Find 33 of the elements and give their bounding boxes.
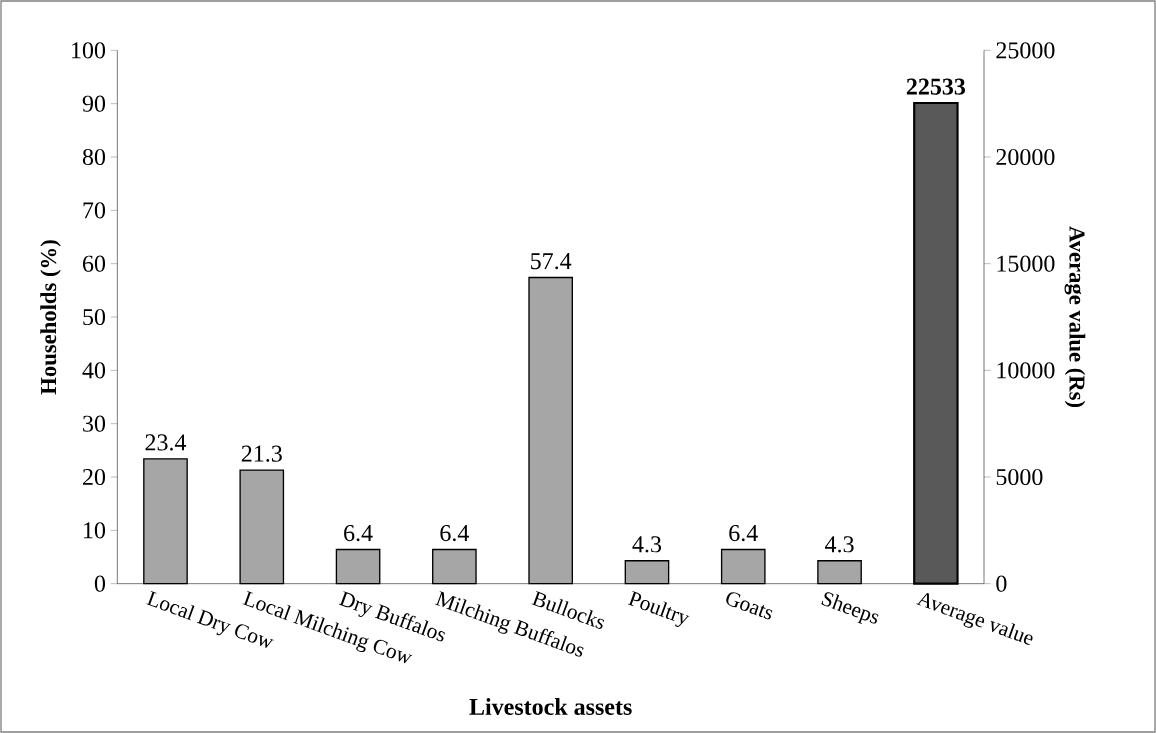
y-tick-label: 80	[82, 148, 106, 166]
y-tick-label: 0	[94, 575, 106, 592]
y2-tick-label: 25000	[996, 42, 1055, 59]
data-label: 21.3	[241, 445, 282, 462]
x-tick-label: Poultry	[627, 590, 690, 627]
x-axis-title: Livestock assets	[469, 698, 632, 715]
y-axis-title: Households (%)	[40, 240, 61, 395]
y-tick-label: 60	[82, 255, 106, 272]
y-tick-label: 70	[83, 202, 106, 219]
data-label: 4.3	[632, 536, 662, 553]
y-tick-label: 90	[82, 95, 106, 112]
y-tick-label: 50	[83, 308, 106, 326]
y-tick-label: 20	[83, 468, 106, 486]
y2-tick-label: 20000	[996, 148, 1055, 166]
y2-tick-label: 15000	[997, 255, 1055, 272]
x-tick-label: Goats	[726, 592, 773, 620]
y-tick-label: 40	[82, 362, 106, 379]
data-label: 22533	[906, 78, 966, 95]
data-label: 6.4	[440, 525, 469, 542]
y-tick-label: 30	[83, 415, 106, 432]
data-label: 6.4	[344, 525, 373, 542]
y2-axis-title: Average value (Rs)	[1064, 226, 1086, 408]
data-label: 6.4	[729, 525, 758, 542]
y-tick-label: 10	[84, 522, 106, 539]
y2-tick-label: 0	[996, 575, 1007, 592]
y-tick-label: 100	[72, 42, 106, 59]
y2-tick-label: 5000	[996, 468, 1043, 486]
x-tick-label: Sheeps	[821, 592, 879, 625]
data-label: 23.4	[145, 434, 187, 451]
data-label: 4.3	[825, 536, 854, 553]
x-tick-label: Average value	[916, 592, 1033, 645]
y2-tick-label: 10000	[997, 362, 1055, 379]
data-label: 57.4	[531, 253, 572, 270]
